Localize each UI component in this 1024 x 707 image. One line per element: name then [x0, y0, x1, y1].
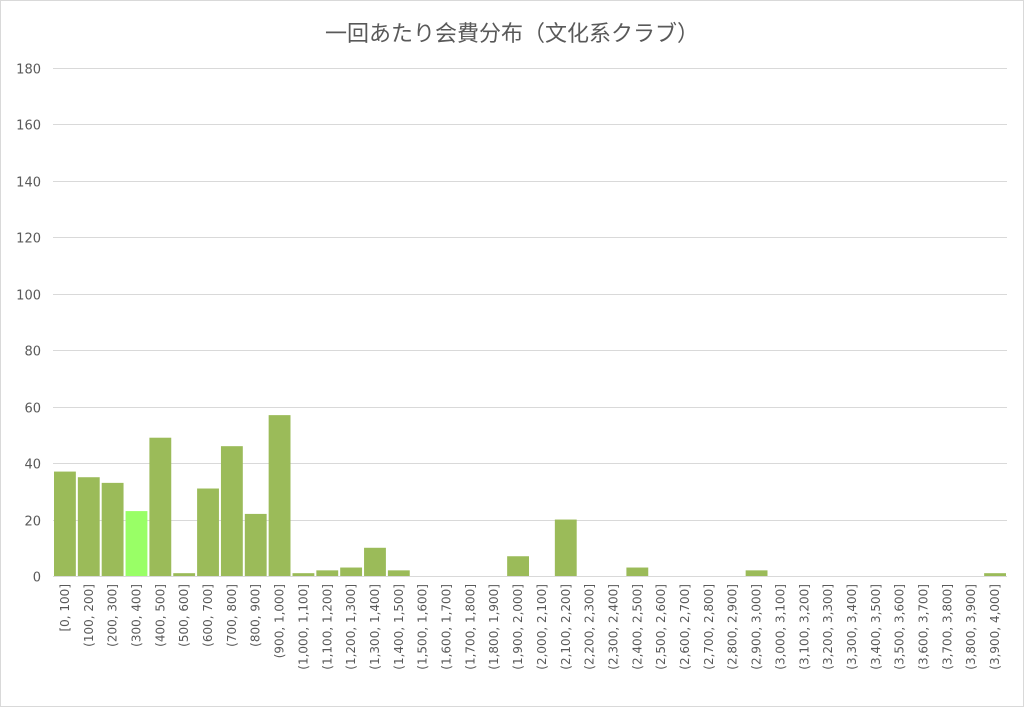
bar — [292, 573, 315, 576]
x-tick-label: (500, 600] — [177, 584, 191, 647]
bar — [125, 511, 148, 576]
bar — [554, 519, 577, 576]
bar — [340, 567, 363, 576]
x-tick-label: (1,000, 1,100] — [296, 584, 310, 670]
x-tick-label: (2,800, 2,900] — [726, 584, 740, 670]
x-tick-label: (3,200, 3,300] — [821, 584, 835, 670]
x-tick-label: (1,400, 1,500] — [392, 584, 406, 670]
y-tick-label: 80 — [24, 345, 41, 360]
y-tick-label: 60 — [24, 402, 41, 417]
x-tick-label: (1,800, 1,900] — [487, 584, 501, 670]
chart-title: 一回あたり会費分布（文化系クラブ） — [325, 22, 699, 47]
y-tick-label: 20 — [24, 515, 41, 530]
y-tick-label: 40 — [24, 458, 41, 473]
x-tick-label: (2,700, 2,800] — [702, 584, 716, 670]
x-tick-label: (200, 300] — [106, 584, 120, 647]
bar — [507, 556, 529, 576]
x-tick-label: (2,200, 2,300] — [583, 584, 597, 670]
x-axis-ticks: [0, 100] (100, 200] (200, 300] (300, 400] (4… — [58, 584, 1002, 670]
x-tick-label: (1,500, 1,600] — [416, 584, 430, 670]
x-tick-label: (1,700, 1,800] — [463, 584, 477, 670]
x-tick-label: (3,700, 3,800] — [940, 584, 954, 670]
x-tick-label: (1,900, 2,000] — [511, 584, 525, 670]
y-tick-label: 120 — [16, 232, 41, 247]
bar — [316, 570, 339, 576]
bars — [54, 415, 1006, 576]
bar — [54, 471, 76, 576]
x-tick-label: (700, 800] — [225, 584, 239, 647]
bar — [626, 567, 649, 576]
x-tick-label: (3,600, 3,700] — [917, 584, 931, 670]
x-tick-label: (3,300, 3,400] — [845, 584, 859, 670]
x-tick-label: (1,600, 1,700] — [440, 584, 454, 670]
bar — [984, 573, 1006, 576]
bar — [745, 570, 768, 576]
x-tick-label: (1,200, 1,300] — [344, 584, 358, 670]
x-tick-label: (1,300, 1,400] — [368, 584, 382, 670]
bar — [244, 513, 267, 576]
x-tick-label: (2,900, 3,000] — [750, 584, 764, 670]
x-tick-label: (600, 700] — [201, 584, 215, 647]
y-tick-label: 160 — [16, 119, 41, 134]
x-tick-label: (800, 900] — [249, 584, 263, 647]
x-tick-label: (3,500, 3,600] — [893, 584, 907, 670]
bar — [364, 547, 386, 576]
x-tick-label: (100, 200] — [82, 584, 96, 647]
bar — [101, 482, 124, 576]
x-tick-label: (300, 400] — [129, 584, 143, 647]
x-tick-label: (3,000, 3,100] — [773, 584, 787, 670]
x-tick-label: (2,400, 2,500] — [630, 584, 644, 670]
x-tick-label: (3,900, 4,000] — [988, 584, 1002, 670]
bar — [149, 437, 172, 576]
bar — [173, 573, 196, 576]
x-tick-label: (1,100, 1,200] — [320, 584, 334, 670]
x-tick-label: (2,600, 2,700] — [678, 584, 692, 670]
x-tick-label: (400, 500] — [153, 584, 167, 647]
x-tick-label: (3,100, 3,200] — [797, 584, 811, 670]
x-tick-label: (2,000, 2,100] — [535, 584, 549, 670]
y-tick-label: 100 — [16, 289, 41, 304]
bar — [387, 570, 410, 576]
bar — [77, 477, 100, 576]
x-tick-label: [0, 100] — [58, 584, 72, 632]
y-tick-label: 140 — [16, 176, 41, 191]
x-tick-label: (3,800, 3,900] — [964, 584, 978, 670]
y-axis-ticks: 0 20 40 60 80 100 120 140 160 180 — [16, 63, 41, 586]
x-tick-label: (900, 1,000] — [273, 584, 287, 658]
x-tick-label: (3,400, 3,500] — [869, 584, 883, 670]
y-tick-label: 0 — [33, 571, 41, 586]
x-tick-label: (2,100, 2,200] — [559, 584, 573, 670]
bar — [268, 415, 291, 576]
y-tick-label: 180 — [16, 63, 41, 78]
bar — [220, 446, 243, 576]
gridlines — [53, 68, 1007, 577]
x-tick-label: (2,300, 2,400] — [606, 584, 620, 670]
x-tick-label: (2,500, 2,600] — [654, 584, 668, 670]
bar — [197, 488, 219, 576]
